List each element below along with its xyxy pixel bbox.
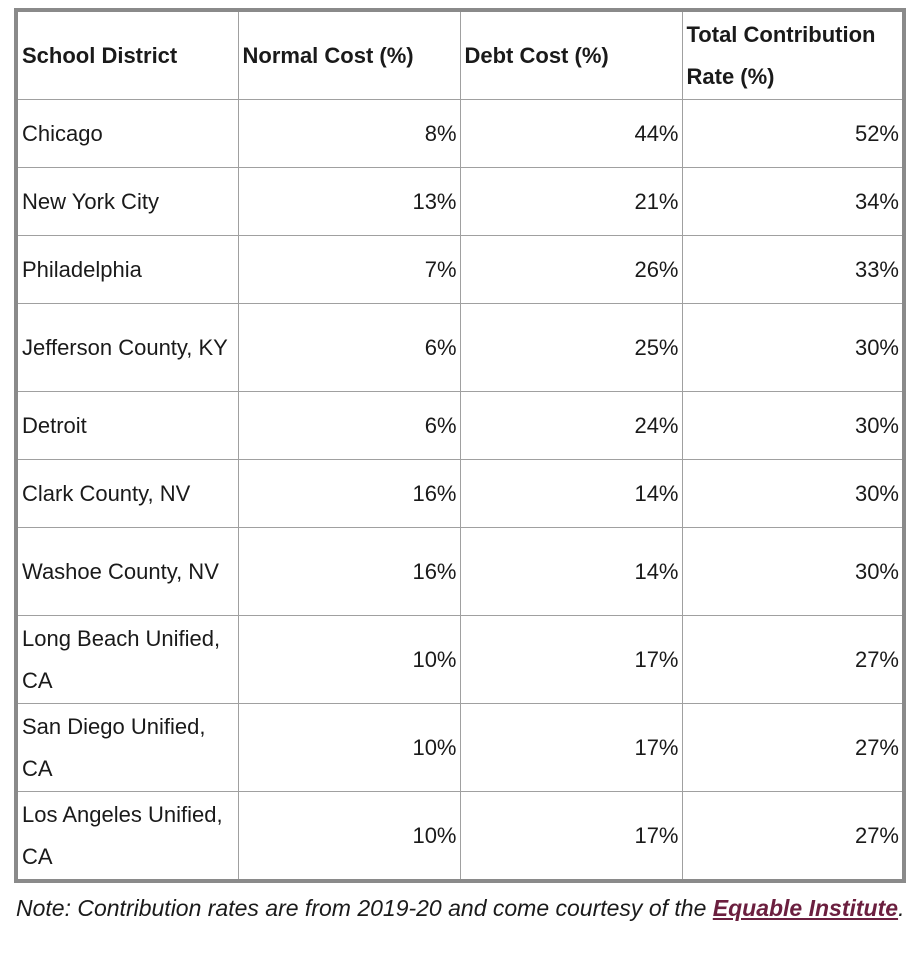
header-cell: Debt Cost (%): [459, 9, 683, 100]
note-end: .: [898, 895, 905, 921]
value-cell: 25%: [459, 303, 683, 392]
district-cell: Chicago: [15, 99, 239, 168]
note-link[interactable]: Equable Institute: [712, 895, 899, 921]
value-cell: 27%: [681, 791, 905, 882]
value-cell: 30%: [681, 527, 905, 616]
value-cell: 6%: [237, 303, 461, 392]
district-cell: San Diego Unified, CA: [15, 703, 239, 792]
value-cell: 33%: [681, 235, 905, 304]
value-cell: 30%: [681, 459, 905, 528]
value-cell: 17%: [459, 615, 683, 704]
table-body: Chicago 8% 44% 52% New York City 13% 21% 34% Phi…: [15, 99, 905, 882]
district-cell: Jefferson County, KY: [15, 303, 239, 392]
value-cell: 14%: [459, 527, 683, 616]
value-cell: 7%: [237, 235, 461, 304]
table-row: Clark County, NV 16% 14% 30%: [15, 459, 905, 528]
value-cell: 27%: [681, 703, 905, 792]
district-cell: Long Beach Unified, CA: [15, 615, 239, 704]
value-cell: 10%: [237, 791, 461, 882]
data-table: School District Normal Cost (%) Debt Cost …: [14, 8, 906, 883]
table-row: Philadelphia 7% 26% 33%: [15, 235, 905, 304]
value-cell: 21%: [459, 167, 683, 236]
table-wrapper: School District Normal Cost (%) Debt Cost …: [14, 8, 906, 929]
value-cell: 52%: [681, 99, 905, 168]
table-row: Los Angeles Unified, CA 10% 17% 27%: [15, 791, 905, 882]
table-row: New York City 13% 21% 34%: [15, 167, 905, 236]
table-row: Jefferson County, KY 6% 25% 30%: [15, 303, 905, 392]
table-row: Chicago 8% 44% 52%: [15, 99, 905, 168]
table-row: Washoe County, NV 16% 14% 30%: [15, 527, 905, 616]
value-cell: 14%: [459, 459, 683, 528]
value-cell: 34%: [681, 167, 905, 236]
district-cell: New York City: [15, 167, 239, 236]
value-cell: 13%: [237, 167, 461, 236]
header-cell: Total Contribution Rate (%): [681, 9, 905, 100]
value-cell: 10%: [237, 703, 461, 792]
value-cell: 24%: [459, 391, 683, 460]
value-cell: 27%: [681, 615, 905, 704]
table-row: Detroit 6% 24% 30%: [15, 391, 905, 460]
district-cell: Philadelphia: [15, 235, 239, 304]
note: Note: Contribution rates are from 2019-2…: [14, 887, 906, 929]
value-cell: 44%: [459, 99, 683, 168]
table-row: San Diego Unified, CA 10% 17% 27%: [15, 703, 905, 792]
value-cell: 10%: [237, 615, 461, 704]
district-cell: Washoe County, NV: [15, 527, 239, 616]
table-row: Long Beach Unified, CA 10% 17% 27%: [15, 615, 905, 704]
value-cell: 17%: [459, 791, 683, 882]
value-cell: 16%: [237, 527, 461, 616]
value-cell: 30%: [681, 303, 905, 392]
value-cell: 17%: [459, 703, 683, 792]
header-cell: Normal Cost (%): [237, 9, 461, 100]
value-cell: 30%: [681, 391, 905, 460]
header-cell: School District: [15, 9, 239, 100]
value-cell: 26%: [459, 235, 683, 304]
value-cell: 8%: [237, 99, 461, 168]
value-cell: 6%: [237, 391, 461, 460]
value-cell: 16%: [237, 459, 461, 528]
district-cell: Los Angeles Unified, CA: [15, 791, 239, 882]
note-text: Note: Contribution rates are from 2019-2…: [16, 895, 713, 921]
district-cell: Detroit: [15, 391, 239, 460]
header-row: School District Normal Cost (%) Debt Cost …: [15, 9, 905, 100]
district-cell: Clark County, NV: [15, 459, 239, 528]
